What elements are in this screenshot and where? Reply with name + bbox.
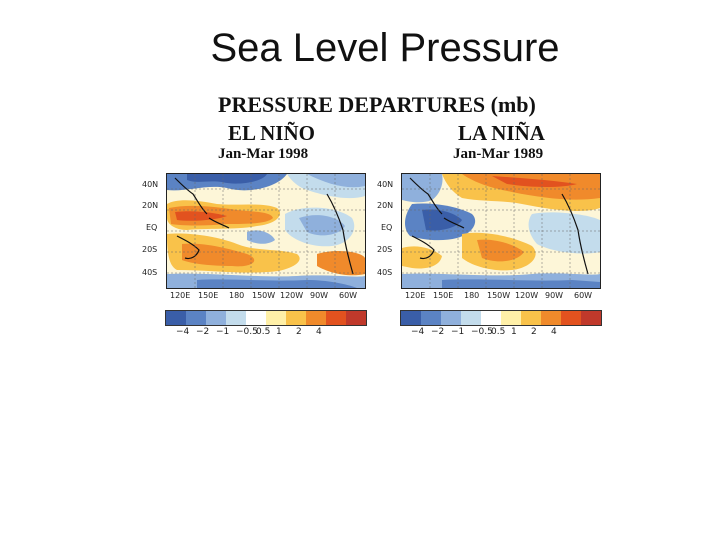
colorbar-swatch — [501, 311, 521, 325]
el-nino-map — [166, 173, 366, 289]
lat-label: 40N — [142, 180, 159, 189]
lon-label: 150W — [487, 291, 511, 300]
colorbar-tick-label: 0.5 — [256, 327, 271, 337]
lat-label: 40S — [142, 268, 158, 277]
lon-label: 150E — [198, 291, 219, 300]
colorbar-tick-label: 0.5 — [491, 327, 506, 337]
colorbar-swatch — [461, 311, 481, 325]
colorbar-tick-label: −2 — [196, 327, 210, 337]
lat-label: EQ — [381, 223, 393, 232]
lon-label: 150E — [433, 291, 454, 300]
colorbar-tick-label: 2 — [531, 327, 537, 337]
colorbar-swatch — [561, 311, 581, 325]
lat-label: EQ — [146, 223, 158, 232]
colorbar-swatch — [521, 311, 541, 325]
colorbar-swatch — [541, 311, 561, 325]
colorbar-swatch — [286, 311, 306, 325]
colorbar-swatch — [186, 311, 206, 325]
colorbar-tick-label: −4 — [411, 327, 425, 337]
colorbar-tick-label: −0.5 — [236, 327, 258, 337]
la-nina-map — [401, 173, 601, 289]
colorbar-tick-label: 1 — [511, 327, 517, 337]
lon-label: 120E — [405, 291, 426, 300]
colorbar-tick-label: 4 — [316, 327, 322, 337]
colorbar-swatch — [166, 311, 186, 325]
colorbar-swatch — [206, 311, 226, 325]
lon-label: 180 — [229, 291, 245, 300]
colorbar-tick-label: −0.5 — [471, 327, 493, 337]
colorbar-tick-label: −1 — [451, 327, 465, 337]
lon-label: 90W — [545, 291, 564, 300]
lat-label: 40N — [377, 180, 394, 189]
lon-label: 120W — [280, 291, 304, 300]
colorbar-tick-label: 2 — [296, 327, 302, 337]
colorbar-swatch — [326, 311, 346, 325]
el-nino-period: Jan-Mar 1998 — [218, 146, 309, 162]
lon-label: 120W — [515, 291, 539, 300]
colorbar-tick-label: 4 — [551, 327, 557, 337]
colorbar-swatch — [481, 311, 501, 325]
figure-title: PRESSURE DEPARTURES (mb) — [218, 92, 536, 117]
lon-label: 90W — [310, 291, 329, 300]
colorbar-swatch — [346, 311, 366, 325]
lon-label: 150W — [252, 291, 276, 300]
colorbar-swatch — [401, 311, 421, 325]
lon-label: 180 — [464, 291, 480, 300]
colorbar-tick-label: 1 — [276, 327, 282, 337]
lat-label: 20S — [142, 245, 158, 254]
colorbar-swatch — [441, 311, 461, 325]
lat-label: 20S — [377, 245, 393, 254]
lon-label: 60W — [339, 291, 358, 300]
lon-label: 120E — [170, 291, 191, 300]
la-nina-period: Jan-Mar 1989 — [453, 146, 544, 162]
colorbar-swatch — [421, 311, 441, 325]
colorbar-tick-label: −2 — [431, 327, 445, 337]
lat-label: 40S — [377, 268, 393, 277]
colorbar-tick-label: −4 — [176, 327, 190, 337]
lat-label: 20N — [377, 201, 394, 210]
lon-label: 60W — [574, 291, 593, 300]
el-nino-label: EL NIÑO — [228, 121, 315, 145]
el-nino-colorbar — [165, 310, 367, 326]
la-nina-label: LA NIÑA — [458, 121, 545, 145]
colorbar-tick-label: −1 — [216, 327, 230, 337]
colorbar-swatch — [581, 311, 601, 325]
colorbar-swatch — [246, 311, 266, 325]
slide-title: Sea Level Pressure — [210, 26, 560, 70]
colorbar-swatch — [226, 311, 246, 325]
lat-label: 20N — [142, 201, 159, 210]
la-nina-colorbar — [400, 310, 602, 326]
colorbar-swatch — [266, 311, 286, 325]
colorbar-swatch — [306, 311, 326, 325]
